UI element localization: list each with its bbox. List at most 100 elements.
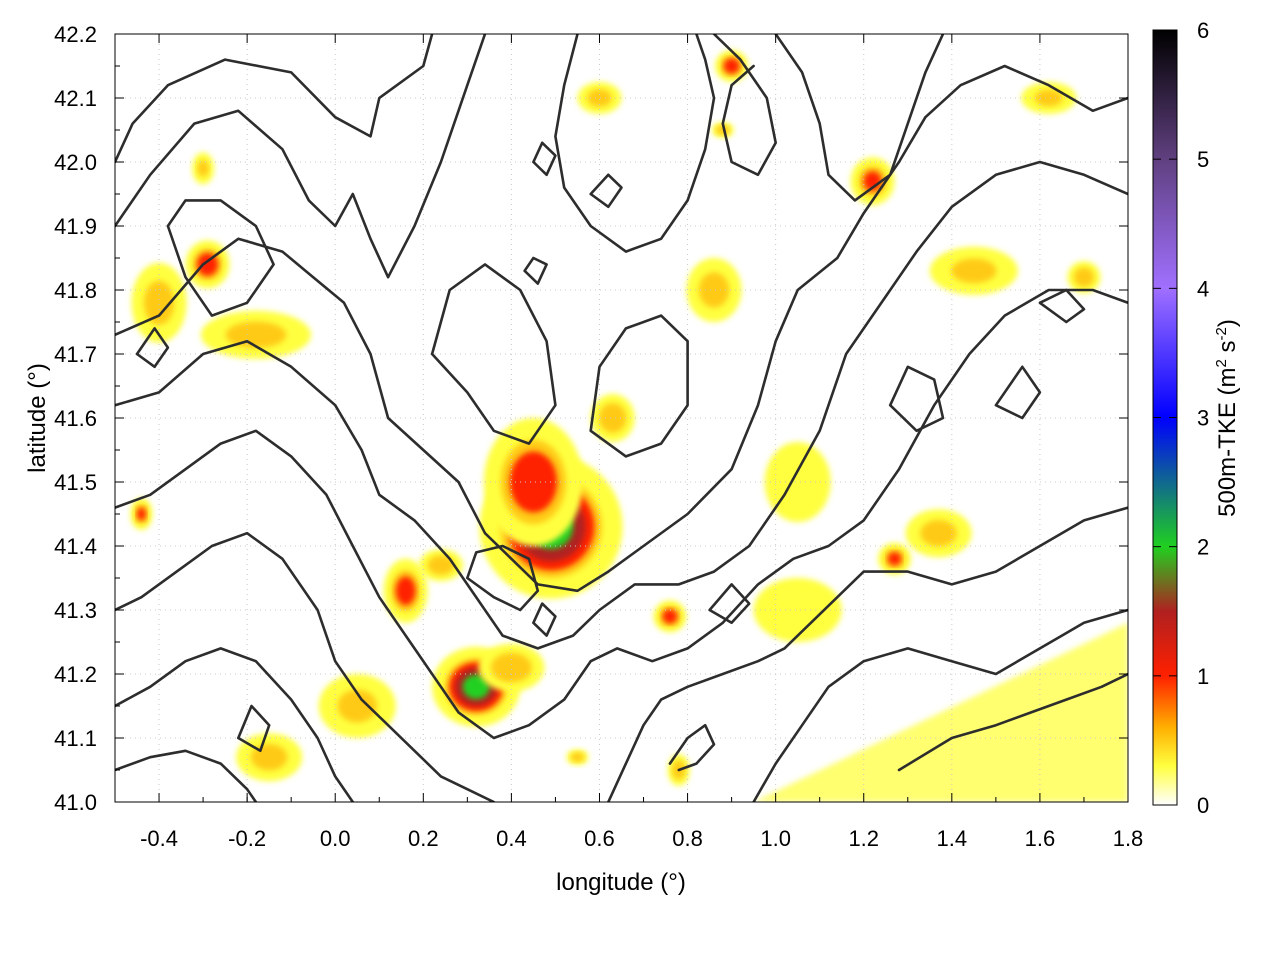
heat-hotspot-27-level-1 [197,160,209,177]
x-tick-label: 0.0 [320,826,351,851]
y-tick-label: 41.2 [54,662,97,687]
contour-line-9 [752,608,1128,802]
colorbar-title-main: 500m-TKE (m [1214,368,1241,517]
colorbar-title-sup2: -2 [1213,327,1230,340]
y-tick-label: 41.1 [54,726,97,751]
heat-hotspot-22 [764,442,831,522]
heat-hotspot-11 [236,733,303,782]
heat-hotspot-3-level-4 [462,674,490,700]
contour-line-11 [554,34,716,253]
x-tick-label: 0.8 [672,826,703,851]
x-tick-label: 1.0 [760,826,791,851]
x-tick-label: 1.4 [937,826,968,851]
colorbar-title-mid: s [1214,340,1241,359]
contour-line-12 [712,34,777,177]
contour-line-25 [1038,288,1086,324]
contour-line-18 [135,327,170,369]
contour-line-4 [115,288,1128,740]
colorbar-title-end: ) [1214,319,1241,327]
heat-hotspot-24 [1021,82,1077,114]
heat-hotspot-23-level-1 [587,89,612,107]
heat-hotspot-16-level-1 [1074,267,1094,287]
contour-line-21 [532,602,557,637]
colorbar-ticks: 0 1 2 3 4 5 6 [1153,18,1209,818]
y-tick-label: 41.3 [54,598,97,623]
contour-line-2 [115,64,1128,593]
contour-line-10 [897,672,1128,772]
y-tick-label: 41.9 [54,214,97,239]
x-tick-label: 0.6 [584,826,615,851]
y-tick-label: 42.1 [54,86,97,111]
contour-line-7 [115,749,258,802]
contour-line-23 [237,704,271,753]
heat-hotspot-14 [711,122,734,138]
contour-line-27 [532,141,557,177]
heat-hotspot-10-level-2 [136,507,146,521]
x-tick-label: 1.2 [848,826,879,851]
contour-line-19 [888,365,945,433]
contour-line-28 [589,173,623,209]
heat-hotspot-15-level-2 [863,171,882,191]
heat-hotspot-13-level-2 [723,58,740,74]
colorbar-tick-label: 4 [1197,276,1209,301]
heat-hotspot-10 [130,498,153,530]
contour-line-26 [523,256,548,285]
colorbar-title-sup1: 2 [1213,359,1230,367]
heat-hotspot-26 [566,749,589,766]
heat-hotspot-20-level-1 [951,258,997,284]
y-tick-label: 41.6 [54,406,97,431]
colorbar-tick-label: 3 [1197,406,1209,431]
terrain-contours [115,34,1128,802]
contour-line-5 [115,531,496,802]
y-tick-label: 41.0 [54,790,97,815]
colorbar-tick-label: 0 [1197,793,1209,818]
heat-hotspot-28 [753,578,842,642]
y-tick-label: 42.0 [54,150,97,175]
contour-line-13 [774,34,945,202]
heat-hotspot-17 [878,542,912,575]
contour-line-3 [115,160,1128,650]
y-tick-label: 41.8 [54,278,97,303]
contour-line-0 [115,34,434,164]
x-tick-label: -0.4 [140,826,178,851]
x-tick-label: 1.8 [1113,826,1144,851]
heat-hotspot-26-level-1 [570,752,585,763]
axis-ticks: -0.4 -0.2 0.0 0.2 0.4 0.6 0.8 1.0 1.2 1.4 1.6 1.8 41… [54,22,1143,851]
contour-line-8 [607,506,1128,802]
heat-hotspot-21 [905,509,972,558]
contour-line-17 [466,544,540,612]
heat-hotspot-17-level-2 [887,552,902,566]
heat-hotspot-7 [185,240,230,289]
heat-hotspot-5-level-2 [395,576,416,606]
contour-line-6 [115,647,355,802]
heat-hotspot-1-level-2 [509,451,558,513]
heat-hotspot-4-level-1 [490,652,532,683]
heat-hotspot-20 [929,246,1018,295]
y-tick-label: 41.7 [54,342,97,367]
heat-hotspot-6-level-1 [427,555,455,575]
colorbar-tick-label: 6 [1197,18,1209,43]
heat-hotspot-16 [1067,261,1101,294]
contour-line-15 [430,263,557,445]
y-axis-title: latitude (°) [24,363,51,473]
heat-hotspot-23 [577,82,622,114]
heat-hotspot-19-level-1 [698,272,730,308]
heat-hotspot-5 [383,558,428,623]
heat-hotspot-18 [653,600,687,633]
x-axis-title: longitude (°) [556,869,686,896]
heat-hotspot-22-level-0 [764,442,831,522]
heat-hotspot-18-level-2 [662,609,678,624]
contour-line-22 [668,723,716,772]
contour-line-24 [708,583,751,625]
y-tick-label: 41.4 [54,534,97,559]
heat-hotspot-13 [715,50,749,82]
heat-hotspot-12 [318,674,396,738]
x-tick-label: 1.6 [1025,826,1056,851]
heat-hotspot-28-level-0 [753,578,842,642]
heat-hotspot-2 [590,394,635,442]
x-tick-label: 0.2 [408,826,439,851]
y-tick-label: 42.2 [54,22,97,47]
heat-hotspot-1 [483,418,583,546]
heat-hotspot-9-level-1 [225,321,287,349]
heat-hotspot-15 [850,157,895,206]
